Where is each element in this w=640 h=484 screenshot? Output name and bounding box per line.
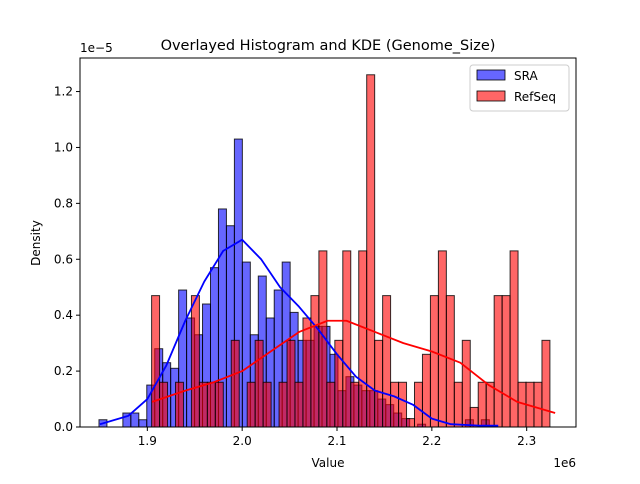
bar-sra — [130, 412, 140, 428]
bar-refseq — [541, 339, 551, 428]
bar-refseq — [390, 381, 400, 428]
y-tick-label: 0.2 — [54, 364, 73, 378]
bar-refseq — [461, 339, 471, 428]
bar-refseq — [398, 381, 408, 428]
x-tick-label: 1.9 — [138, 434, 157, 448]
x-tick-label: 2.1 — [327, 434, 346, 448]
y-tick-label: 1.0 — [54, 140, 73, 154]
bar-refseq — [413, 381, 423, 428]
bar-refseq — [469, 406, 479, 428]
y-tick-label: 0.8 — [54, 196, 73, 210]
bar-refseq — [429, 295, 439, 428]
legend-label-sra: SRA — [514, 69, 538, 83]
bar-refseq — [294, 381, 304, 428]
plot-frame — [79, 57, 577, 428]
bar-refseq — [159, 381, 169, 428]
bar-refseq — [302, 317, 312, 428]
y-offset-label: 1e−5 — [80, 41, 113, 55]
x-tick-label: 2.3 — [517, 434, 536, 448]
y-tick-label: 0.4 — [54, 308, 73, 322]
bar-refseq — [485, 381, 495, 428]
bar-refseq — [366, 74, 376, 428]
bar-refseq — [278, 381, 288, 428]
bar-refseq — [198, 381, 208, 428]
bar-refseq — [358, 250, 368, 428]
y-tick-label: 0.6 — [54, 252, 73, 266]
x-tick-label: 2.2 — [422, 434, 441, 448]
bar-refseq — [230, 339, 240, 428]
y-axis-label: Density — [29, 220, 43, 266]
bar-refseq — [254, 339, 264, 428]
bar-refseq — [206, 381, 216, 428]
x-tick-label: 2.0 — [233, 434, 252, 448]
x-offset-label: 1e6 — [553, 456, 576, 470]
legend: SRA RefSeq — [469, 64, 570, 112]
bar-refseq — [175, 381, 184, 428]
bar-refseq — [382, 295, 392, 428]
bar-refseq — [453, 381, 463, 428]
x-axis-label: Value — [312, 456, 345, 470]
bar-refseq — [190, 295, 200, 428]
legend-swatch-refseq — [476, 90, 506, 102]
bar-refseq — [262, 381, 272, 428]
kde-line-sra — [99, 238, 499, 427]
legend-swatch-sra — [476, 69, 506, 81]
kde-line-refseq — [151, 319, 556, 414]
bar-sra — [138, 419, 148, 428]
bar-refseq — [477, 381, 487, 428]
bar-refseq — [246, 381, 256, 428]
bar-refseq — [151, 295, 161, 428]
bar-refseq — [310, 295, 320, 428]
bar-refseq — [326, 381, 336, 428]
bar-refseq — [493, 295, 503, 428]
legend-label-refseq: RefSeq — [514, 90, 556, 104]
bar-refseq — [437, 250, 447, 428]
bar-refseq — [406, 418, 415, 428]
bar-refseq — [286, 339, 296, 428]
bar-refseq — [214, 381, 224, 428]
bar-refseq — [374, 339, 384, 428]
bar-refseq — [445, 295, 455, 428]
bar-refseq — [533, 381, 543, 428]
chart-title: Overlayed Histogram and KDE (Genome_Size… — [161, 38, 496, 54]
bar-refseq — [342, 250, 352, 428]
bar-refseq — [501, 295, 511, 428]
y-tick-label: 1.2 — [54, 85, 73, 99]
bar-refseq — [350, 381, 360, 428]
y-tick-label: 0.0 — [54, 420, 73, 434]
